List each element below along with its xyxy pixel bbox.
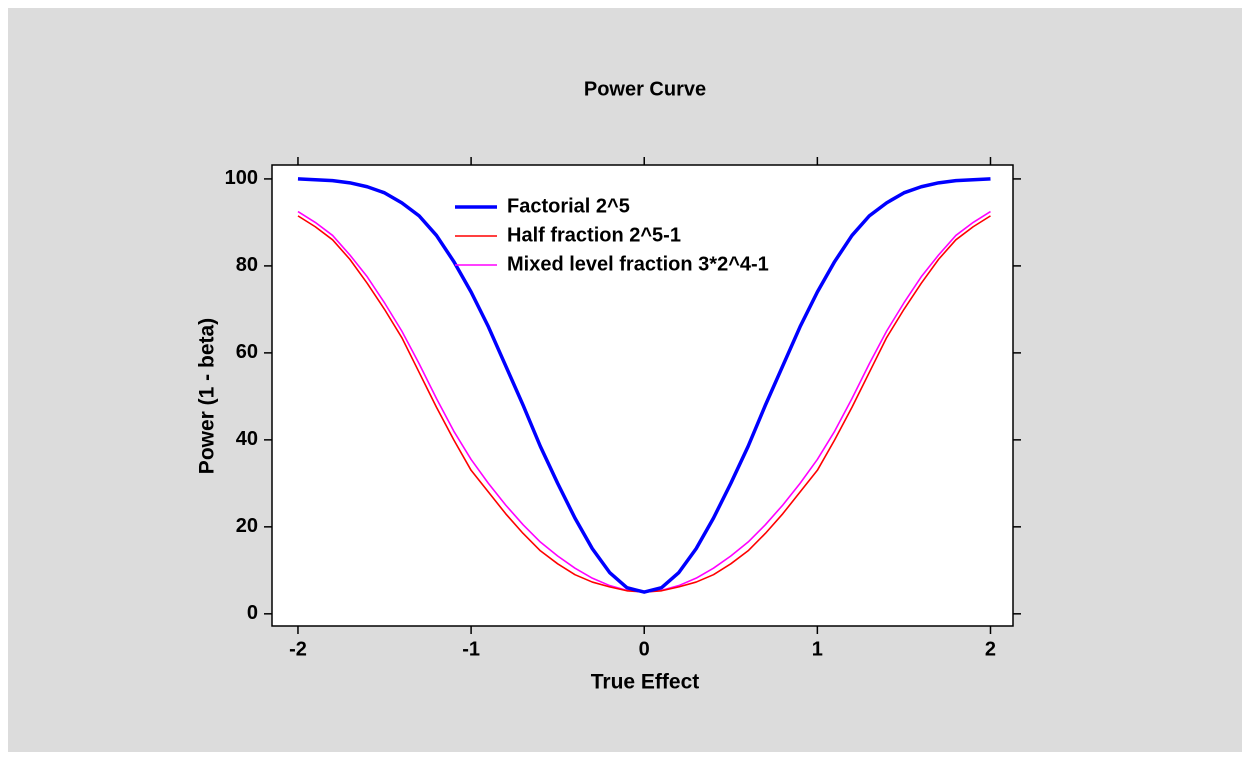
x-tick-label: 0 [639, 638, 650, 660]
y-tick-label: 80 [236, 254, 258, 276]
x-tick-label: -2 [289, 638, 307, 660]
y-tick-label: 20 [236, 515, 258, 537]
series-line [297, 177, 991, 594]
x-tick-label: 1 [812, 638, 823, 660]
y-tick-label: 0 [247, 602, 258, 624]
legend-label: Mixed level fraction 3*2^4-1 [507, 253, 769, 275]
y-tick-label: 60 [236, 341, 258, 363]
legend-label: Half fraction 2^5-1 [507, 224, 681, 246]
plot-area [271, 164, 1014, 627]
y-tick-label: 40 [236, 428, 258, 450]
x-tick-label: -1 [462, 638, 480, 660]
y-tick-label: 100 [225, 167, 258, 189]
chart-title: Power Curve [584, 78, 706, 100]
x-tick-label: 2 [985, 638, 996, 660]
x-axis-label: True Effect [591, 671, 700, 694]
legend-label: Factorial 2^5 [507, 195, 630, 217]
y-axis-label: Power (1 - beta) [196, 318, 219, 474]
